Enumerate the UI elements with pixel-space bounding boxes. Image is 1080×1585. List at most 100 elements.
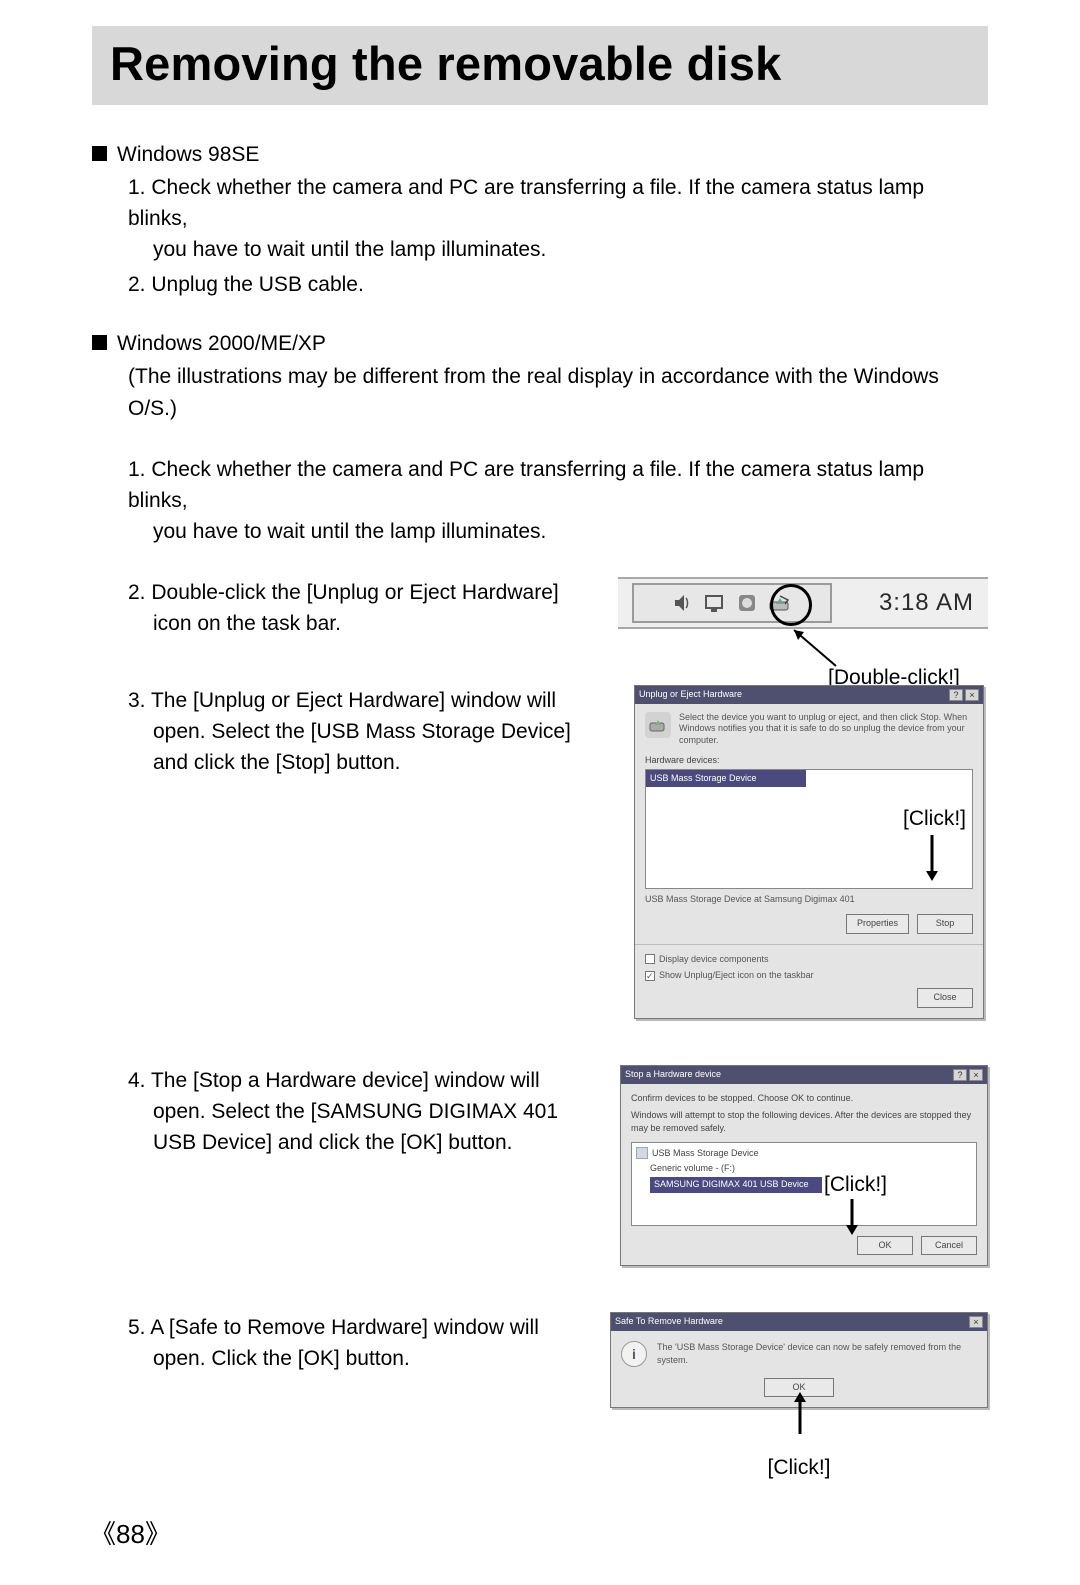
info-icon: i bbox=[621, 1341, 647, 1367]
callout-label: [Click!] bbox=[822, 1169, 889, 1200]
checkbox-row: Show Unplug/Eject icon on the taskbar bbox=[645, 969, 973, 982]
square-bullet-icon bbox=[92, 146, 107, 161]
step-text-cont: you have to wait until the lamp illumina… bbox=[128, 234, 988, 265]
section-winxp: Windows 2000/ME/XP (The illustrations ma… bbox=[92, 328, 988, 1483]
taskbar-clock: 3:18 AM bbox=[879, 585, 974, 621]
taskbar: 3:18 AM bbox=[618, 577, 988, 629]
checkbox-checked[interactable] bbox=[645, 971, 655, 981]
dialog-title: Stop a Hardware device bbox=[625, 1068, 953, 1081]
step-text-cont2: USB Device] and click the [OK] button. bbox=[128, 1127, 594, 1158]
page-title-bar: Removing the removable disk bbox=[92, 26, 988, 105]
section-heading: Windows 98SE bbox=[117, 139, 259, 170]
system-tray bbox=[632, 583, 832, 623]
step-text: A [Safe to Remove Hardware] window will bbox=[150, 1316, 539, 1339]
window-buttons: × bbox=[969, 1316, 983, 1328]
figure-taskbar: 3:18 AM [Double-click!] bbox=[618, 577, 988, 629]
section-heading-row: Windows 98SE bbox=[92, 139, 988, 170]
dialog-text1: Confirm devices to be stopped. Choose OK… bbox=[631, 1092, 977, 1105]
dialog-text2: Windows will attempt to stop the followi… bbox=[631, 1109, 977, 1136]
page-title: Removing the removable disk bbox=[110, 36, 970, 91]
section-heading: Windows 2000/ME/XP bbox=[117, 328, 326, 359]
step-text-block: 3. The [Unplug or Eject Hardware] window… bbox=[128, 685, 608, 778]
close-button[interactable]: × bbox=[969, 1069, 983, 1081]
step-number: 2. bbox=[128, 273, 146, 296]
step-text: The [Unplug or Eject Hardware] window wi… bbox=[151, 689, 556, 712]
step-text: Double-click the [Unplug or Eject Hardwa… bbox=[151, 581, 558, 604]
ordered-list: 1. Check whether the camera and PC are t… bbox=[128, 172, 988, 300]
tree-node[interactable]: Generic volume - (F:) bbox=[650, 1162, 972, 1175]
step-number: 1. bbox=[128, 458, 146, 481]
dialog-titlebar: Safe To Remove Hardware × bbox=[611, 1313, 987, 1331]
step-with-figure: 5. A [Safe to Remove Hardware] window wi… bbox=[128, 1312, 988, 1483]
dialog-title: Unplug or Eject Hardware bbox=[639, 688, 949, 701]
display-icon bbox=[736, 592, 758, 614]
dialog-title: Safe To Remove Hardware bbox=[615, 1315, 969, 1328]
page-number: 《88》 bbox=[90, 1514, 171, 1551]
bracket-right: 》 bbox=[145, 1519, 171, 1549]
square-bullet-icon bbox=[92, 335, 107, 350]
separator bbox=[635, 944, 983, 945]
eject-hardware-icon[interactable] bbox=[768, 592, 792, 614]
step-text: Unplug the USB cable. bbox=[151, 273, 363, 296]
help-button[interactable]: ? bbox=[949, 689, 963, 701]
checkbox-label: Display device components bbox=[659, 953, 769, 966]
tree-node-selected[interactable]: SAMSUNG DIGIMAX 401 USB Device bbox=[650, 1177, 840, 1192]
step-text-cont: icon on the task bar. bbox=[128, 608, 592, 639]
dialog-header-row: Select the device you want to unplug or … bbox=[645, 712, 973, 746]
step-number: 1. bbox=[128, 176, 146, 199]
manual-page: Removing the removable disk Windows 98SE… bbox=[0, 0, 1080, 1585]
dialog-description: Select the device you want to unplug or … bbox=[679, 712, 973, 746]
monitor-icon bbox=[704, 592, 726, 614]
step-text-block: 2. Double-click the [Unplug or Eject Har… bbox=[128, 577, 592, 639]
section-note: (The illustrations may be different from… bbox=[128, 361, 988, 423]
button-row: OK Cancel bbox=[631, 1236, 977, 1255]
ordered-list: 1. Check whether the camera and PC are t… bbox=[128, 454, 988, 1483]
tree-node[interactable]: USB Mass Storage Device bbox=[636, 1147, 972, 1160]
cancel-button[interactable]: Cancel bbox=[921, 1236, 977, 1255]
close-row: Close bbox=[645, 988, 973, 1007]
dialog-titlebar: Unplug or Eject Hardware ? × bbox=[635, 686, 983, 704]
checkbox[interactable] bbox=[645, 954, 655, 964]
step-with-figure: 4. The [Stop a Hardware device] window w… bbox=[128, 1065, 988, 1266]
step-number: 5. bbox=[128, 1316, 146, 1339]
checkbox-label: Show Unplug/Eject icon on the taskbar bbox=[659, 969, 814, 982]
bracket-left: 《 bbox=[90, 1519, 116, 1549]
section-heading-row: Windows 2000/ME/XP bbox=[92, 328, 988, 359]
help-button[interactable]: ? bbox=[953, 1069, 967, 1081]
callout-arrow bbox=[922, 833, 942, 883]
window-buttons: ? × bbox=[953, 1069, 983, 1081]
close-button[interactable]: × bbox=[969, 1316, 983, 1328]
properties-button[interactable]: Properties bbox=[846, 914, 909, 933]
step-number: 2. bbox=[128, 581, 146, 604]
figure-safe-remove: Safe To Remove Hardware × i The 'USB Mas… bbox=[610, 1312, 988, 1483]
stop-button[interactable]: Stop bbox=[917, 914, 973, 933]
callout-arrow bbox=[790, 1390, 810, 1436]
section-win98: Windows 98SE 1. Check whether the camera… bbox=[92, 139, 988, 300]
device-item-selected[interactable]: USB Mass Storage Device bbox=[646, 770, 806, 787]
step-text-block: 4. The [Stop a Hardware device] window w… bbox=[128, 1065, 594, 1158]
callout-label: [Click!] bbox=[610, 1452, 988, 1483]
checkbox-row: Display device components bbox=[645, 953, 973, 966]
figure-stop-dialog: Stop a Hardware device ? × Confirm devic… bbox=[620, 1065, 988, 1266]
step-with-figure: 3. The [Unplug or Eject Hardware] window… bbox=[128, 685, 988, 1019]
info-row: i The 'USB Mass Storage Device' device c… bbox=[611, 1331, 987, 1378]
step-number: 4. bbox=[128, 1069, 146, 1092]
close-dialog-button[interactable]: Close bbox=[917, 988, 973, 1007]
step-text-cont: open. Click the [OK] button. bbox=[128, 1343, 584, 1374]
step-text: The [Stop a Hardware device] window will bbox=[151, 1069, 540, 1092]
step-text-cont2: and click the [Stop] button. bbox=[128, 747, 608, 778]
close-button[interactable]: × bbox=[965, 689, 979, 701]
list-item: 2. Unplug the USB cable. bbox=[128, 269, 988, 300]
hardware-icon bbox=[645, 712, 671, 738]
list-item: 1. Check whether the camera and PC are t… bbox=[128, 172, 988, 265]
step-text: Check whether the camera and PC are tran… bbox=[128, 458, 924, 512]
dialog-body: Confirm devices to be stopped. Choose OK… bbox=[621, 1084, 987, 1265]
list-label: Hardware devices: bbox=[645, 754, 973, 767]
step-text-cont: open. Select the [USB Mass Storage Devic… bbox=[128, 716, 608, 747]
callout-label: [Click!] bbox=[901, 803, 968, 834]
window-buttons: ? × bbox=[949, 689, 979, 701]
dialog-titlebar: Stop a Hardware device ? × bbox=[621, 1066, 987, 1084]
ok-button[interactable]: OK bbox=[857, 1236, 913, 1255]
step-text: Check whether the camera and PC are tran… bbox=[128, 176, 924, 230]
device-tree[interactable]: USB Mass Storage Device Generic volume -… bbox=[631, 1142, 977, 1226]
